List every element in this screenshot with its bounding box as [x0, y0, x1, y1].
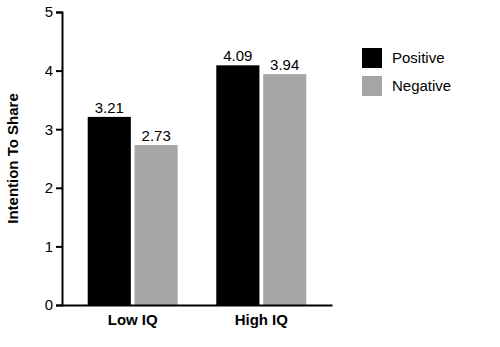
- y-tick: 2: [45, 179, 62, 196]
- x-axis-line: [63, 305, 333, 307]
- y-tick-mark: [56, 187, 62, 189]
- y-tick-label: 0: [45, 296, 53, 313]
- legend: Positive Negative: [362, 48, 451, 96]
- x-tick: High IQ: [235, 311, 289, 328]
- plot: 3.21 4.09 2.73 3.94 0 1 2 3 4 5 Low IQ High IQ: [45, 3, 333, 327]
- y-tick-mark: [56, 129, 62, 131]
- bar: [88, 117, 131, 305]
- data-label: 2.73: [142, 127, 171, 144]
- y-axis-line: [56, 13, 63, 306]
- y-tick-label: 5: [45, 3, 53, 20]
- x-tick: Low IQ: [108, 311, 158, 328]
- legend-item: Negative: [362, 76, 451, 96]
- data-label: 4.09: [223, 47, 252, 64]
- bars: [88, 65, 307, 305]
- legend-label: Negative: [392, 77, 451, 94]
- x-tick-label: High IQ: [235, 311, 289, 328]
- y-tick-mark: [56, 305, 62, 307]
- y-tick-mark: [56, 70, 62, 72]
- legend-label: Positive: [392, 49, 445, 66]
- data-labels: 3.21 4.09 2.73 3.94: [95, 47, 300, 144]
- legend-item: Positive: [362, 48, 445, 68]
- y-tick: 0: [45, 296, 62, 313]
- y-tick: 4: [45, 62, 62, 79]
- bar: [135, 145, 178, 305]
- y-tick-label: 3: [45, 121, 53, 138]
- data-label: 3.94: [270, 56, 299, 73]
- y-tick-label: 4: [45, 62, 53, 79]
- y-tick: 5: [45, 3, 62, 20]
- legend-swatch: [362, 76, 382, 96]
- chart: 3.21 4.09 2.73 3.94 0 1 2 3 4 5 Low IQ High IQ Inten…: [0, 0, 500, 347]
- y-tick: 3: [45, 121, 62, 138]
- y-tick-label: 2: [45, 179, 53, 196]
- y-tick-label: 1: [45, 238, 53, 255]
- bar: [263, 74, 306, 305]
- x-axis: Low IQ High IQ: [63, 306, 333, 328]
- legend-swatch: [362, 48, 382, 68]
- y-axis: 0 1 2 3 4 5: [45, 3, 63, 313]
- y-axis-title: Intention To Share: [4, 93, 21, 224]
- x-tick-label: Low IQ: [108, 311, 158, 328]
- y-tick: 1: [45, 238, 62, 255]
- data-label: 3.21: [95, 99, 124, 116]
- y-tick-mark: [56, 12, 62, 14]
- y-tick-mark: [56, 246, 62, 248]
- bar: [216, 65, 259, 305]
